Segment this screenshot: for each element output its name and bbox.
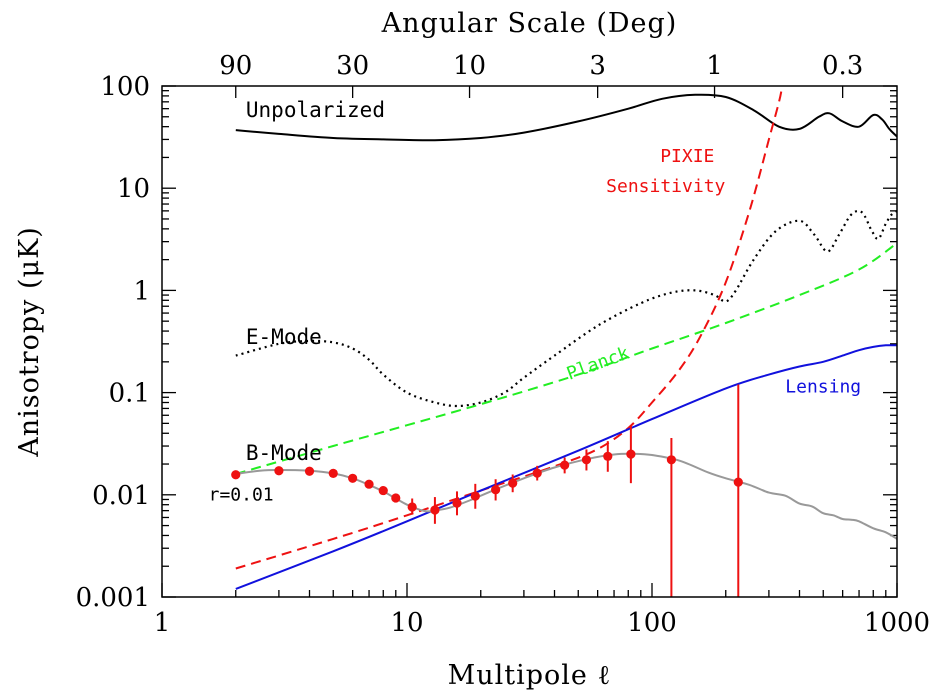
y-tick-label: 1 [133,276,150,306]
x-tick-label: 1000 [864,608,930,638]
y-axis-title: Anisotropy (μK) [14,226,45,458]
annotation-lensing: Lensing [785,377,861,398]
annotation-e-mode: E-Mode [246,325,322,349]
top-tick-label: 1 [706,51,723,81]
x-tick-label: 100 [627,608,677,638]
data-point [666,455,676,465]
annotation-sensitivity: Sensitivity [606,176,725,197]
data-point [508,478,518,488]
data-point [364,479,374,489]
data-point [491,485,501,495]
series-line-planck [235,242,897,475]
data-point [733,477,743,487]
annotation-layer: Unpolarized E-Mode B-Mode r=0.01 Planck PIXIE… [209,98,862,506]
data-point [407,502,417,512]
data-point [430,505,440,515]
series-line-lensing [235,344,897,590]
y-tick-label: 10 [117,174,150,204]
y-tick-label: 0.01 [92,481,150,511]
data-point [603,451,613,461]
y-tick-label: 0.1 [109,379,150,409]
annotation-r-0-01: r=0.01 [209,484,274,505]
series-layer [235,86,897,590]
data-point [581,455,592,465]
data-point [560,460,570,470]
top-tick-label: 10 [453,51,486,81]
axis-labels-layer: Angular Scale (Deg) Multipole ℓ Anisotro… [14,8,930,691]
error-points-layer [231,384,743,597]
data-point [626,449,636,459]
series-line-unpolarized [235,93,897,142]
data-point [231,470,241,480]
data-point [274,466,284,476]
top-axis-title: Angular Scale (Deg) [381,8,678,39]
data-point [304,466,315,476]
data-point [532,468,542,478]
annotation-planck: Planck [564,343,632,385]
x-tick-label: 10 [390,608,423,638]
data-point [378,485,388,496]
data-point [452,498,462,508]
y-tick-label: 100 [100,72,150,102]
top-tick-label: 0.3 [822,51,863,81]
annotation-b-mode: B-Mode [246,441,322,465]
top-tick-label: 3 [589,51,606,81]
top-tick-label: 90 [219,51,252,81]
annotation-unpolarized: Unpolarized [246,98,385,122]
data-point [348,473,358,483]
series-line-pixie-sensitivity [235,86,784,570]
data-point [328,468,338,478]
x-tick-label: 1 [154,608,171,638]
top-tick-label: 30 [336,51,369,81]
x-axis-title: Multipole ℓ [448,660,612,691]
annotation-pixie: PIXIE [660,146,714,167]
data-point [391,493,401,503]
series-line-e-mode [235,209,897,408]
y-tick-label: 0.001 [76,583,150,613]
data-point [470,491,480,501]
plot-frame [161,85,898,598]
